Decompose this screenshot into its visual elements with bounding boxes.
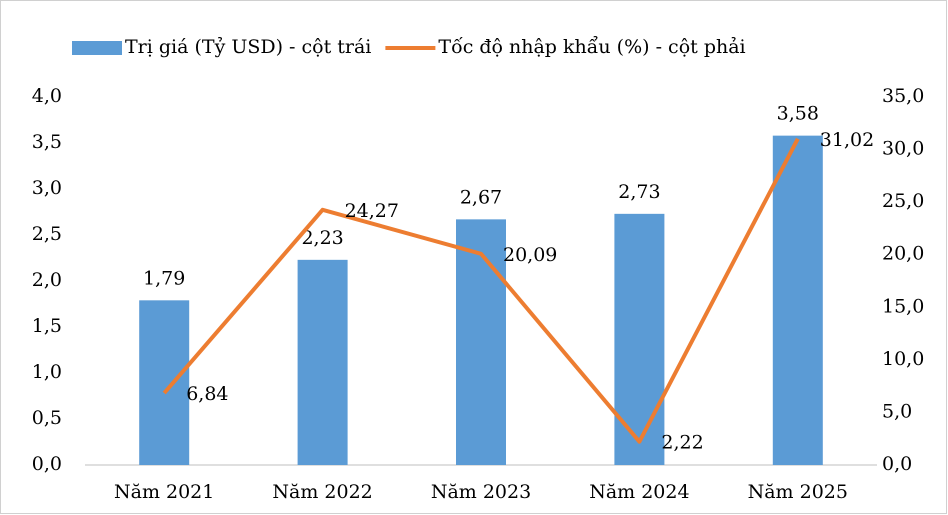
line-value-label: 31,02 [820, 129, 874, 151]
y-tick-label: 0,0 [32, 453, 62, 475]
bar-value-label: 2,73 [618, 181, 660, 203]
y-tick-label: 3,0 [32, 177, 62, 199]
y-tick-label: 2,5 [32, 223, 62, 245]
y2-tick-label: 35,0 [882, 85, 924, 107]
y-tick-label: 2,0 [32, 269, 62, 291]
bar [456, 219, 506, 465]
y2-tick-label: 25,0 [882, 190, 924, 212]
bar-value-label: 3,58 [777, 103, 819, 125]
legend-swatch [72, 41, 122, 55]
x-tick-label: Năm 2021 [114, 481, 214, 503]
bar-value-label: 2,67 [460, 186, 502, 208]
y-tick-label: 1,0 [32, 361, 62, 383]
line-value-label: 24,27 [345, 200, 399, 222]
bar-value-label: 2,23 [301, 227, 343, 249]
x-tick-label: Năm 2024 [589, 481, 689, 503]
bar [297, 259, 348, 465]
y-tick-label: 4,0 [32, 85, 62, 107]
y2-tick-label: 15,0 [882, 295, 924, 317]
line-value-label: 20,09 [503, 244, 557, 266]
y-tick-label: 1,5 [32, 315, 62, 337]
line-value-label: 6,84 [186, 383, 228, 405]
legend-label: Trị giá (Tỷ USD) - cột trái [125, 36, 371, 58]
line [162, 137, 800, 444]
line-value-label: 2,22 [661, 432, 703, 454]
x-tick-label: Năm 2025 [748, 481, 848, 503]
bar-value-label: 1,79 [143, 267, 185, 289]
y2-tick-label: 20,0 [882, 243, 924, 265]
y2-tick-label: 30,0 [882, 138, 924, 160]
x-tick-label: Năm 2023 [431, 481, 531, 503]
x-tick-label: Năm 2022 [272, 481, 372, 503]
bar [614, 213, 665, 465]
y2-tick-label: 5,0 [882, 400, 912, 422]
legend-label: Tốc độ nhập khẩu (%) - cột phải [438, 36, 745, 58]
bar [139, 300, 190, 465]
y2-tick-label: 10,0 [882, 348, 924, 370]
y-tick-label: 0,5 [32, 407, 62, 429]
y-tick-label: 3,5 [32, 131, 62, 153]
bar [772, 135, 823, 465]
y2-tick-label: 0,0 [882, 453, 912, 475]
